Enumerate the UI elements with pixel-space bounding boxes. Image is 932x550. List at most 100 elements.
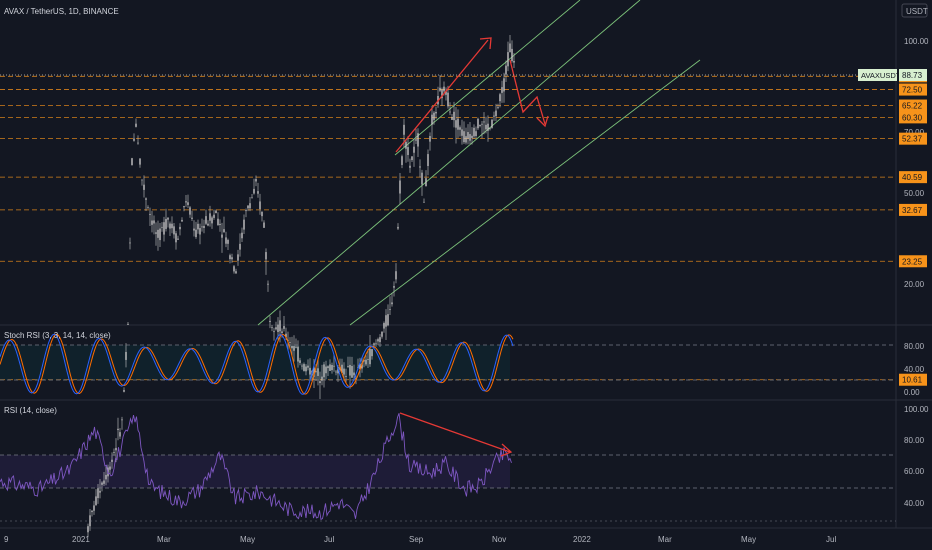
candle-body (121, 419, 123, 421)
candle-body (349, 364, 351, 376)
stoch-tick-80: 80.00 (904, 342, 925, 351)
candle-body (429, 136, 431, 142)
price-channel[interactable] (257, 0, 701, 326)
up-trend-arrow[interactable] (395, 39, 489, 153)
candle-body (129, 242, 131, 244)
candle-body (485, 124, 487, 130)
down-zigzag-arrow[interactable] (509, 59, 546, 125)
candle-body (281, 331, 283, 333)
candle-body (219, 223, 221, 225)
candle-body (447, 92, 449, 107)
candle-body (191, 217, 193, 219)
candle-body (101, 482, 103, 485)
channel-lower-line[interactable] (257, 0, 641, 326)
price-annotations[interactable] (395, 37, 549, 153)
stoch-rsi-lines (0, 333, 514, 395)
candle-body (223, 229, 225, 233)
symbol-title[interactable]: AVAX / TetherUS, 1D, BINANCE (4, 7, 119, 16)
candles (87, 35, 515, 538)
candle-body (489, 128, 491, 130)
candle-body (163, 222, 165, 235)
candle-body (335, 371, 337, 373)
candle-body (91, 510, 93, 513)
candle-body (155, 232, 157, 234)
candle-body (365, 359, 367, 365)
candle-body (113, 452, 115, 453)
candle-body (259, 201, 261, 210)
candle-body (419, 166, 421, 168)
candle-body (153, 220, 155, 224)
rsi-series-line (0, 413, 512, 521)
level-badge (899, 373, 927, 386)
candle-body (421, 172, 423, 185)
candle-body (103, 480, 105, 484)
candle-body (207, 223, 209, 226)
candle-body (341, 364, 343, 374)
candle-body (369, 349, 371, 365)
time-tick: 9 (4, 535, 9, 544)
candle-body (175, 233, 177, 243)
candle-body (375, 343, 377, 345)
candle-body (183, 206, 185, 208)
candle-body (333, 365, 335, 367)
candle-body (227, 239, 229, 244)
candle-body (477, 118, 479, 129)
rsi-tick-80: 80.00 (904, 436, 925, 445)
last-price-badge (899, 69, 927, 81)
stoch-title[interactable]: Stoch RSI (3, 3, 14, 14, close) (4, 331, 111, 340)
candle-body (483, 121, 485, 123)
candle-body (423, 201, 425, 203)
candle-body (117, 428, 119, 431)
candle-body (317, 368, 319, 376)
candle-body (147, 207, 149, 209)
currency-button[interactable] (901, 3, 928, 18)
candle-body (127, 323, 129, 325)
candle-body (381, 331, 383, 337)
candle-body (361, 363, 363, 369)
rsi-title[interactable]: RSI (14, close) (4, 406, 57, 415)
time-tick: 2022 (573, 535, 591, 544)
candle-body (395, 271, 397, 280)
candle-body (213, 214, 215, 218)
price-tick-100: 100.00 (904, 37, 929, 46)
time-axis[interactable]: 9 2021 Mar May Jul Sep Nov 2022 Mar May … (4, 535, 836, 544)
level-badge (899, 203, 927, 216)
stoch-band-fill (0, 345, 510, 380)
candle-body (289, 342, 291, 343)
channel-upper-line[interactable] (349, 59, 701, 326)
time-tick: Jul (826, 535, 836, 544)
candle-body (457, 118, 459, 130)
candle-body (501, 87, 503, 93)
candle-body (297, 346, 299, 362)
candle-body (503, 78, 505, 92)
candle-body (321, 376, 323, 381)
level-badge-value: 52.37 (902, 135, 923, 144)
time-tick: Sep (409, 535, 424, 544)
candle-body (255, 179, 257, 182)
rsi-divergence-arrow[interactable] (399, 412, 513, 457)
candle-body (411, 156, 413, 161)
candle-body (305, 366, 307, 372)
candle-body (209, 213, 211, 221)
candle-body (225, 237, 227, 244)
candle-body (269, 320, 271, 322)
candle-body (125, 351, 127, 360)
channel-mid-line[interactable] (394, 0, 581, 156)
candle-body (181, 219, 183, 222)
candle-body (441, 89, 443, 99)
candle-body (445, 91, 447, 95)
candle-body (293, 346, 295, 351)
candle-body (115, 447, 117, 451)
candle-body (241, 232, 243, 239)
rsi-divergence-line[interactable] (399, 412, 511, 453)
candle-body (409, 165, 411, 168)
candle-body (131, 158, 133, 166)
level-badge-value: 72.50 (902, 86, 923, 95)
candle-body (385, 315, 387, 327)
level-badge-value: 40.59 (902, 173, 923, 182)
candle-body (493, 115, 495, 117)
candle-body (291, 345, 293, 349)
level-badge (899, 111, 927, 124)
candle-body (367, 359, 369, 360)
